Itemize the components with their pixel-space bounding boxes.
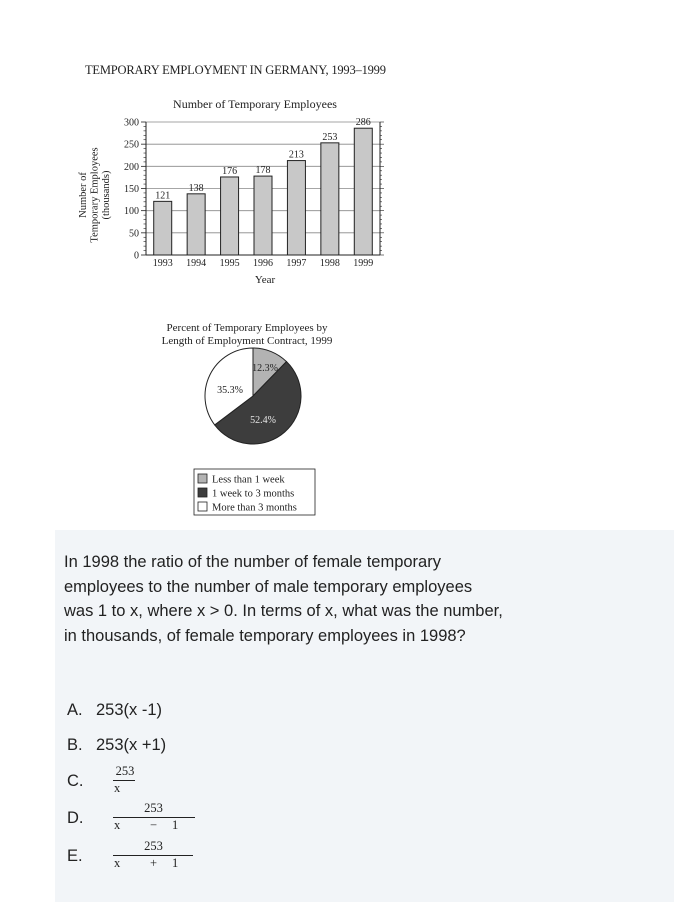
legend-label: 1 week to 3 months [212,489,294,500]
choice-d-fraction[interactable]: 253 x − 1 [111,801,201,833]
bar-value-label: 213 [289,150,304,161]
fraction-bar [113,855,193,856]
choice-d-letter[interactable]: D. [67,809,84,827]
y-tick-label: 300 [124,118,139,129]
y-axis-label: Number of Temporary Employees (thousands) [78,147,112,242]
choice-e-den-op: + [150,856,158,870]
question-text: In 1998 the ratio of the number of femal… [64,553,503,645]
y-tick-label: 200 [124,162,139,173]
fraction-bar [113,817,195,818]
pie-title-line: Percent of Temporary Employees by [167,322,328,334]
bar [253,175,273,256]
choice-e-fraction[interactable]: 253 x + 1 [111,839,201,871]
pie-slice [204,347,254,426]
choice-e-den-x: x [114,856,121,870]
x-tick-label: 1999 [353,258,373,269]
choice-d-numerator: 253 [144,801,163,815]
pie-slice-label: 35.3% [217,385,243,396]
x-axis-label: Year [255,274,276,286]
bar [353,127,373,256]
y-axis-label-line: Number of [78,172,89,218]
bar-chart: Number of Temporary Employees 0 50 100 150 20… [78,97,384,286]
choice-b-letter[interactable]: B. [67,736,83,754]
figure-title: TEMPORARY EMPLOYMENT IN GERMANY, 1993–19… [85,63,386,77]
choice-a-text[interactable]: 253(x -1) [96,701,163,719]
choice-d-den-op: − [150,818,158,832]
choice-e-numerator: 253 [144,839,163,853]
y-axis-label-line: (thousands) [101,170,112,219]
y-axis-label-line: Temporary Employees [90,147,101,242]
bar-chart-title: Number of Temporary Employees [173,97,337,111]
pie-chart: Percent of Temporary Employees byLength … [162,322,333,516]
bar [286,160,306,256]
y-tick-label: 50 [129,228,139,239]
choice-e-letter[interactable]: E. [67,847,83,865]
bar-value-label: 286 [356,117,371,128]
bar [153,200,173,256]
legend-label: Less than 1 week [212,475,285,486]
x-tick-label: 1993 [153,258,173,269]
choice-c-numerator: 253 [115,764,135,778]
choice-d-den-n: 1 [172,818,179,832]
choice-c-fraction[interactable]: 253 x [111,764,141,796]
choice-c-denominator: x [114,781,121,795]
choice-c-letter[interactable]: C. [67,772,84,790]
choice-e-den-n: 1 [172,856,179,870]
x-tick-label: 1996 [253,258,273,269]
fraction-bar [113,780,135,781]
choice-a-letter[interactable]: A. [67,701,83,719]
y-tick-label: 250 [124,140,139,151]
pie-slice-label: 52.4% [250,415,276,426]
question-panel: In 1998 the ratio of the number of femal… [55,530,674,902]
bar [220,176,240,256]
pie-legend [193,468,316,516]
y-tick-label: 150 [124,184,139,195]
bar-value-label: 121 [155,190,170,201]
bar-value-label: 253 [322,132,337,143]
pie-slice-label: 12.3% [252,363,278,374]
bar [320,142,340,256]
x-tick-label: 1998 [320,258,340,269]
legend-swatch [197,473,208,484]
bar-value-label: 178 [256,165,271,176]
choice-d-den-x: x [114,818,121,832]
bar [186,193,206,256]
bar-value-label: 176 [222,166,237,177]
x-tick-label: 1997 [286,258,306,269]
x-tick-label: 1995 [220,258,240,269]
x-tick-label: 1994 [186,258,206,269]
legend-label: More than 3 months [212,503,297,514]
y-tick-label: 100 [124,206,139,217]
y-tick-label: 0 [134,251,139,262]
choice-b-text[interactable]: 253(x +1) [96,736,167,754]
bar-value-label: 138 [189,183,204,194]
legend-swatch [197,501,208,512]
pie-title-line: Length of Employment Contract, 1999 [162,335,333,347]
legend-swatch [197,487,208,498]
pie-slice [214,360,302,445]
